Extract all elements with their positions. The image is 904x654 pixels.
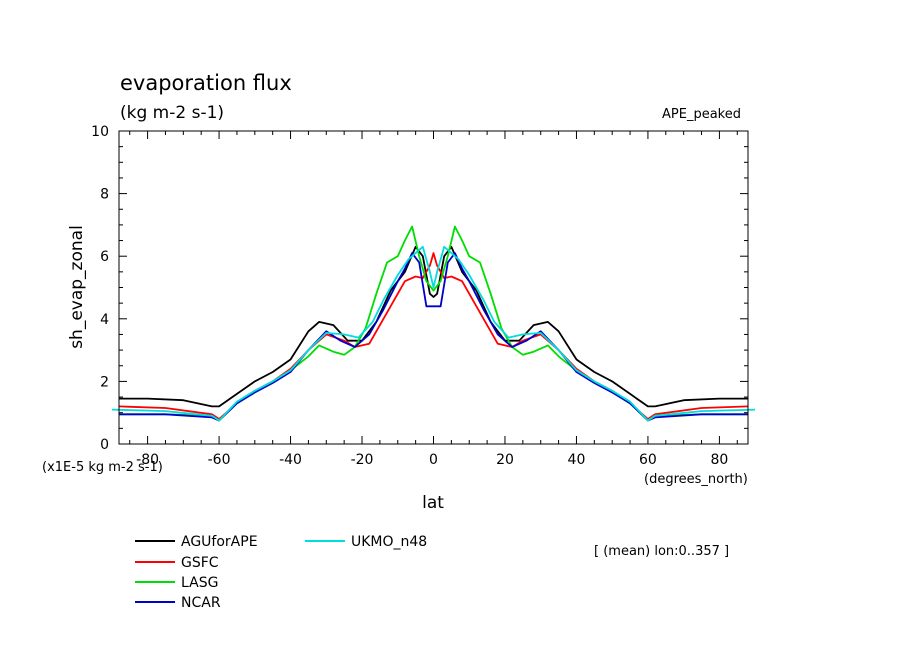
legend: AGUforAPE GSFC LASG NCAR UKMO_n48 bbox=[135, 534, 427, 611]
series-line-ncar bbox=[119, 252, 748, 422]
legend-label: NCAR bbox=[181, 595, 221, 611]
chart-title: evaporation flux bbox=[120, 71, 292, 95]
legend-label: LASG bbox=[181, 575, 218, 591]
plot-series bbox=[111, 225, 756, 422]
legend-label: UKMO_n48 bbox=[351, 534, 427, 550]
x-tick-label: -80 bbox=[136, 452, 159, 468]
y-tick-label: 4 bbox=[100, 312, 109, 328]
x-tick-label: -20 bbox=[351, 452, 374, 468]
x-tick-label: 20 bbox=[496, 452, 514, 468]
y-tick-label: 8 bbox=[100, 187, 109, 203]
series-line-ukmo-n48 bbox=[111, 245, 756, 422]
y-tick-label: 6 bbox=[100, 249, 109, 265]
legend-label: GSFC bbox=[181, 555, 219, 571]
x-axis-units: (degrees_north) bbox=[644, 472, 748, 487]
series-line-gsfc bbox=[118, 252, 749, 420]
x-tick-label: 80 bbox=[710, 452, 728, 468]
series-line-aguforape bbox=[119, 245, 748, 408]
y-tick-label: 10 bbox=[91, 124, 109, 140]
chart-units: (kg m-2 s-1) bbox=[120, 103, 224, 123]
x-tick-label: 0 bbox=[429, 452, 438, 468]
legend-label: AGUforAPE bbox=[181, 534, 258, 550]
y-tick-label: 2 bbox=[100, 374, 109, 390]
x-axis-label: lat bbox=[422, 493, 444, 513]
y-axis-label: sh_evap_zonal bbox=[67, 225, 87, 349]
y-scale-note: (x1E-5 kg m-2 s-1) bbox=[42, 460, 163, 475]
x-tick-label: -60 bbox=[208, 452, 231, 468]
x-tick-label: -40 bbox=[279, 452, 302, 468]
x-tick-label: 40 bbox=[568, 452, 586, 468]
footnote: [ (mean) lon:0..357 ] bbox=[594, 544, 729, 559]
experiment-label: APE_peaked bbox=[662, 107, 741, 122]
y-tick-label: 0 bbox=[100, 437, 109, 453]
axis-ticks: -80 -60 -40 -20 0 20 40 60 80 0 2 4 6 8 10 bbox=[91, 124, 748, 468]
x-tick-label: 60 bbox=[639, 452, 657, 468]
